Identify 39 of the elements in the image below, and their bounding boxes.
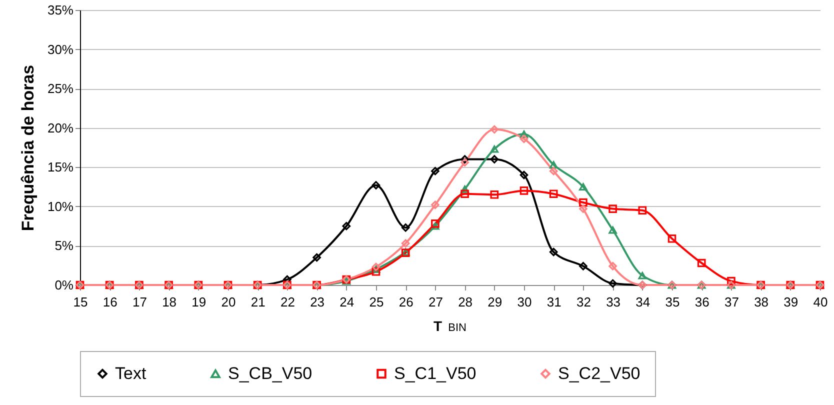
y-tick-label: 5% [54, 238, 74, 254]
x-tick-label: 28 [458, 294, 473, 310]
legend-label: Text [115, 364, 146, 383]
x-tick-label: 35 [665, 294, 680, 310]
x-tick-label: 32 [576, 294, 591, 310]
y-axis-title: Frequência de horas [18, 64, 38, 232]
x-tick-label: 29 [488, 294, 502, 310]
x-tick-label: 21 [250, 294, 266, 310]
y-tick-label: 0% [54, 278, 74, 292]
y-tick-label: 35% [47, 2, 74, 18]
x-tick-label: 30 [517, 294, 532, 310]
x-tick-label: 33 [606, 294, 621, 310]
y-tick-label: 10% [47, 198, 74, 214]
x-tick-label: 25 [369, 294, 384, 310]
legend-label: S_C1_V50 [394, 364, 476, 383]
x-tick-label: 34 [636, 294, 650, 310]
x-tick-label: 38 [754, 294, 769, 310]
x-tick-label: 26 [398, 294, 414, 310]
legend-label: S_C2_V50 [558, 364, 640, 383]
x-tick-label: 17 [132, 294, 147, 310]
y-tick-label: 20% [47, 120, 74, 136]
x-tick-label: 40 [813, 294, 828, 310]
x-tick-label: 36 [694, 294, 710, 310]
x-tick-label: 27 [428, 294, 443, 310]
y-tick-label: 30% [47, 42, 74, 57]
x-tick-label: 22 [280, 294, 295, 310]
x-tick-label: 31 [546, 294, 562, 310]
x-tick-label: 20 [221, 294, 236, 310]
x-tick-label: 19 [192, 294, 206, 310]
y-tick-label: 25% [47, 81, 74, 96]
x-tick-label: 18 [162, 294, 177, 310]
legend-label: S_CB_V50 [228, 364, 312, 383]
x-tick-label: 24 [340, 294, 354, 310]
y-tick-label: 15% [47, 160, 74, 175]
x-tick-label: 15 [73, 294, 88, 310]
x-tick-label: 16 [102, 294, 118, 310]
x-tick-label: 37 [724, 294, 739, 310]
x-tick-label: 23 [310, 294, 325, 310]
x-tick-label: 39 [784, 294, 798, 310]
